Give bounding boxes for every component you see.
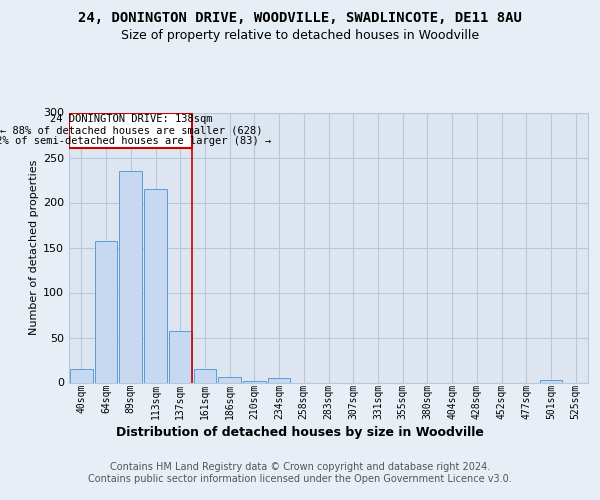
Text: Contains HM Land Registry data © Crown copyright and database right 2024.
Contai: Contains HM Land Registry data © Crown c… bbox=[88, 462, 512, 484]
Bar bbox=[119, 171, 142, 382]
Bar bbox=[169, 331, 191, 382]
Bar bbox=[243, 380, 266, 382]
Bar bbox=[268, 378, 290, 382]
Bar bbox=[70, 369, 93, 382]
FancyBboxPatch shape bbox=[70, 112, 192, 148]
Text: 24 DONINGTON DRIVE: 138sqm: 24 DONINGTON DRIVE: 138sqm bbox=[50, 114, 212, 124]
Bar bbox=[218, 377, 241, 382]
Text: Distribution of detached houses by size in Woodville: Distribution of detached houses by size … bbox=[116, 426, 484, 439]
Text: 12% of semi-detached houses are larger (83) →: 12% of semi-detached houses are larger (… bbox=[0, 136, 271, 146]
Text: 24, DONINGTON DRIVE, WOODVILLE, SWADLINCOTE, DE11 8AU: 24, DONINGTON DRIVE, WOODVILLE, SWADLINC… bbox=[78, 11, 522, 25]
Y-axis label: Number of detached properties: Number of detached properties bbox=[29, 160, 39, 335]
Text: Size of property relative to detached houses in Woodville: Size of property relative to detached ho… bbox=[121, 29, 479, 42]
Bar bbox=[95, 241, 118, 382]
Bar bbox=[194, 369, 216, 382]
Bar bbox=[539, 380, 562, 382]
Text: ← 88% of detached houses are smaller (628): ← 88% of detached houses are smaller (62… bbox=[0, 125, 262, 135]
Bar bbox=[144, 189, 167, 382]
